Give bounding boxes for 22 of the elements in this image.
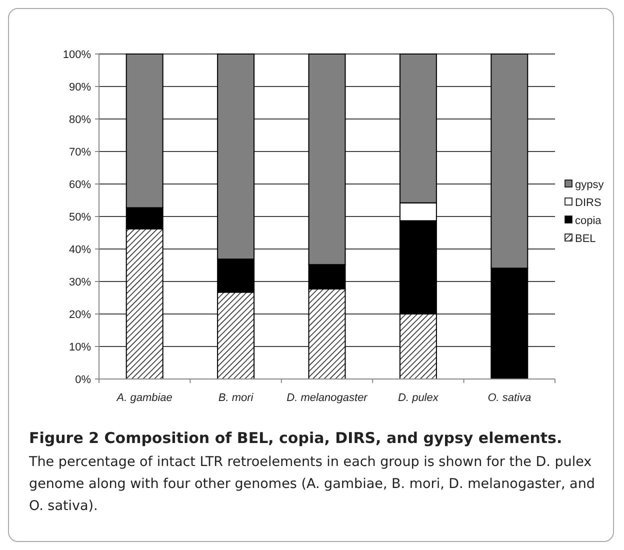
y-tick-label: 90% [68, 81, 92, 94]
x-tick-label: O. sativa [488, 392, 532, 404]
y-tick-label: 50% [68, 211, 92, 224]
legend-label: gypsy [575, 178, 604, 191]
y-tick-label: 10% [68, 341, 92, 354]
legend-label: BEL [575, 232, 596, 245]
text: Figure 2 Composition of BEL, copia, DIRS, and gypsy elements. [29, 429, 564, 447]
y-tick-label: 0% [75, 374, 92, 386]
y-tick-label: 80% [68, 114, 92, 126]
x-tick-label: B. mori [218, 392, 254, 404]
x-tick-label: A. gambiae [116, 392, 172, 404]
y-tick-label: 40% [68, 244, 92, 256]
x-tick-label: D. pulex [398, 392, 439, 404]
text: The percentage of intact LTR retroelements in each group is shown for the D. pulex genome along with four other genomes (A. gambiae, B. mori, D. melanogaster, and O. sativa). [29, 453, 596, 516]
y-tick-label: 30% [68, 276, 92, 288]
legend-label: copia [575, 214, 602, 227]
y-tick-label: 20% [68, 308, 92, 321]
y-tick-label: 60% [68, 178, 92, 191]
x-tick-label: D. melanogaster [286, 392, 369, 404]
y-tick-label: 100% [62, 48, 92, 61]
y-tick-label: 70% [68, 146, 92, 158]
legend-label: DIRS [575, 196, 602, 209]
